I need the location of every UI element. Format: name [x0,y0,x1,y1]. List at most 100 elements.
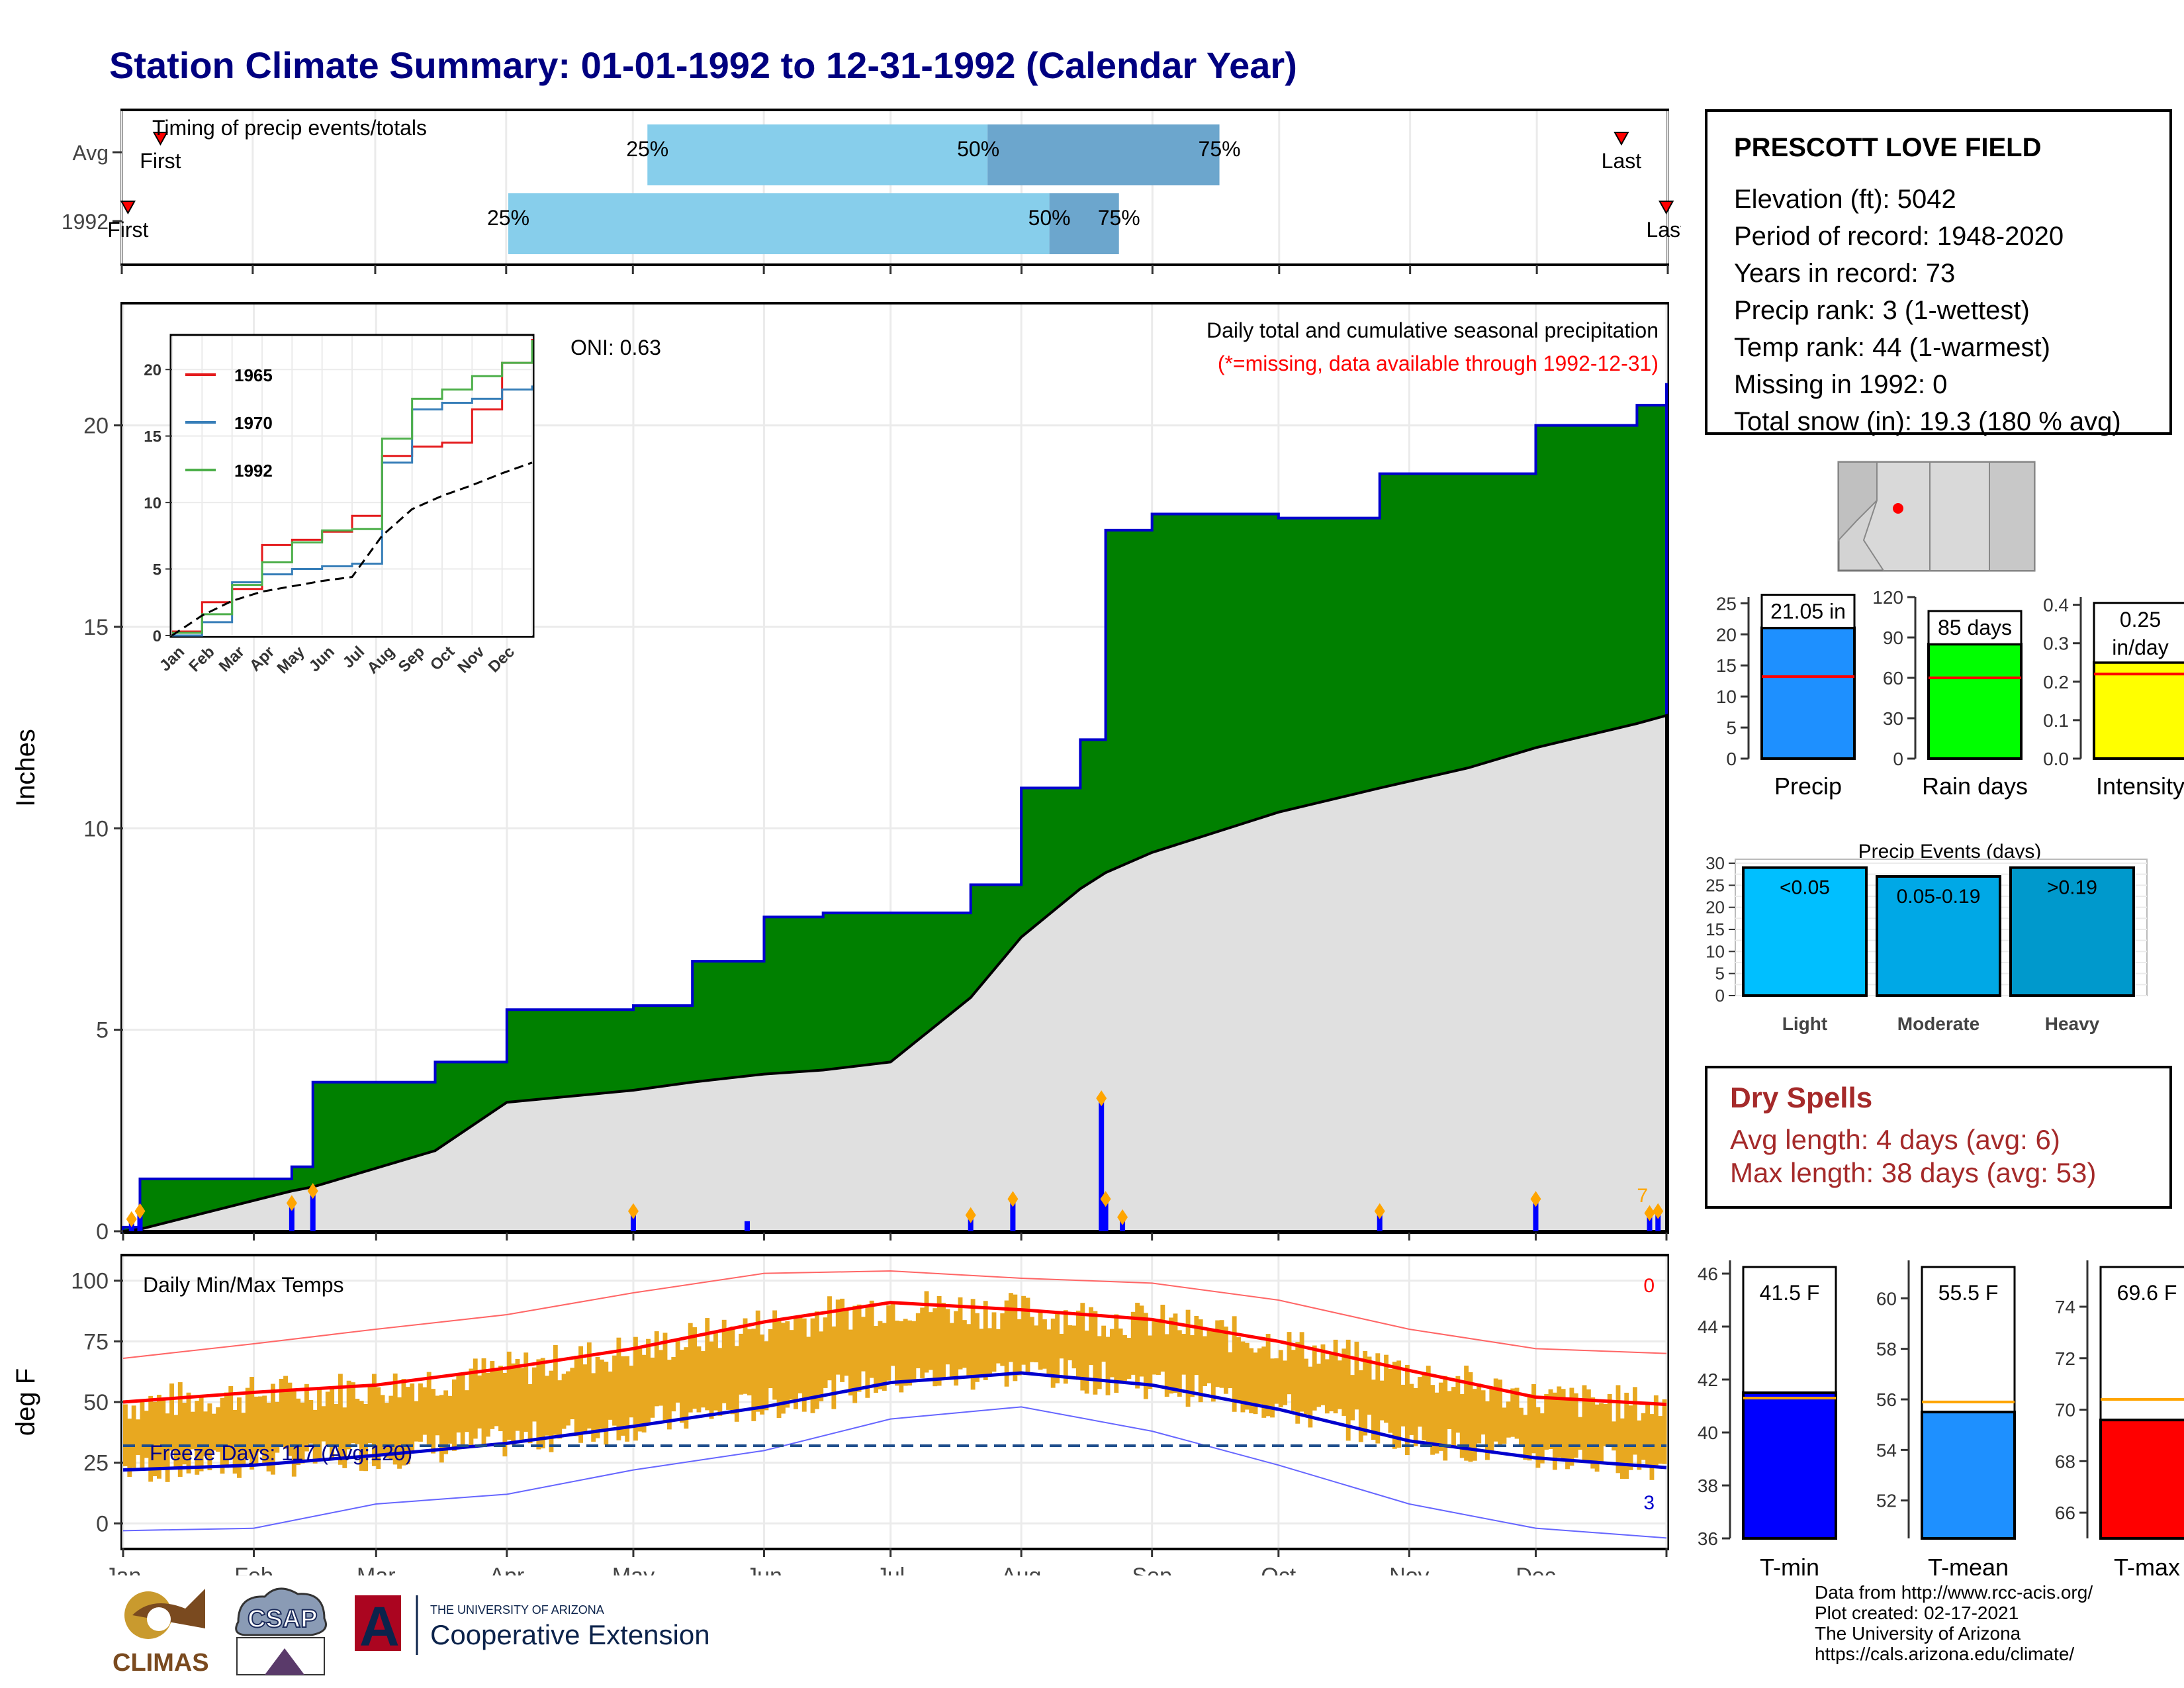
daily-temp-bar [1320,1344,1326,1405]
daily-temp-bar [380,1395,385,1454]
credits: Data from http://www.rcc-acis.org/ Plot … [1815,1582,2093,1664]
daily-temp-bar [283,1376,288,1449]
tbar-ytick-label: 36 [1698,1528,1718,1549]
timing-label-25: 25% [626,137,668,161]
daily-temp-bar [789,1330,794,1400]
temp-summary-bars: 36 38 40 42 44 46 41.5 F T-min 52 54 56 58 60 55.5 F T… [1698,1260,2184,1575]
tbar-value-box [1921,1266,2016,1413]
daily-temp-bar [1013,1294,1018,1382]
temp-xtick-label: Sep [1132,1564,1172,1575]
daily-temp-bar [477,1375,482,1429]
summary-value-box [2093,602,2184,664]
main-ytick-label: 0 [96,1219,109,1244]
daily-temp-bar [397,1397,402,1469]
summary-ytick-label: 5 [1726,718,1737,738]
summary-bars: 0 5 10 15 20 25 21.05 in Precip 0 30 60 90 120 85 day… [1716,587,2184,800]
daily-temp-bar [1068,1325,1073,1360]
tbar-ytick-label: 38 [1698,1476,1718,1496]
daily-temp-bar [1443,1376,1448,1461]
daily-temp-bar [1464,1366,1469,1461]
daily-temp-bar [1514,1387,1520,1439]
daily-temp-bar [1291,1350,1296,1411]
daily-temp-bar [355,1399,360,1444]
events-ytick-label: 0 [1715,986,1725,1006]
daily-temp-bar [1477,1383,1482,1444]
summary-ytick-label: 25 [1716,593,1737,614]
summary-bar-label: Intensity [2096,773,2184,800]
daily-temp-bar [481,1358,486,1447]
timing-label-75: 75% [1199,137,1241,161]
daily-temp-bar [1607,1393,1612,1447]
event-bar-category: Light [1782,1013,1827,1034]
missing-count: 7 [1637,1185,1648,1207]
daily-temp-bar [823,1317,828,1388]
daily-temp-bar [1219,1320,1224,1388]
daily-temp-bar [224,1392,229,1468]
daily-temp-bar [401,1379,406,1466]
daily-temp-bar [852,1305,858,1403]
daily-temp-bar [1662,1399,1667,1464]
daily-temp-bar [473,1358,478,1439]
daily-precip-bar [744,1221,750,1231]
daily-temp-bar [1578,1417,1583,1450]
temp-xtick-label: Dec [1516,1564,1555,1575]
last-event-label: Last [1602,149,1642,173]
daily-temp-bar [1447,1391,1452,1429]
daily-temp-bar [1573,1393,1578,1458]
csap-text: CSAP [248,1605,318,1633]
daily-temp-bar [1173,1313,1178,1393]
temp-xtick-label: Oct [1261,1564,1296,1575]
tbar-t-mean [1921,1411,2016,1540]
summary-bar-label: Rain days [1922,773,2028,800]
daily-temp-bar [532,1367,537,1422]
svg-text:A: A [359,1595,400,1658]
daily-precip-bar [310,1191,316,1231]
event-bar-category: Moderate [1897,1013,1979,1034]
inset-line-1992 [172,340,533,634]
daily-temp-bar [1535,1407,1541,1468]
daily-temp-bar [739,1333,744,1395]
last-event-marker [1658,201,1674,215]
daily-temp-bar [625,1356,630,1442]
heavy-precip-marker [286,1195,297,1211]
daily-temp-bar [865,1304,870,1398]
daily-temp-bar [755,1310,760,1412]
tbar-ytick-label: 44 [1698,1317,1718,1337]
daily-temp-bar [688,1323,693,1413]
daily-temp-bar [123,1404,128,1466]
daily-temp-bar [447,1395,453,1444]
daily-temp-bar [410,1383,415,1454]
daily-temp-bar [1493,1378,1498,1442]
daily-temp-bar [156,1395,161,1479]
daily-temp-bar [819,1331,824,1401]
daily-temp-bar [460,1375,465,1449]
daily-temp-bar [1603,1404,1608,1446]
daily-temp-bar [869,1300,874,1378]
timing-row-1992: 1992 [62,210,109,234]
daily-precip-bar [1655,1211,1661,1231]
station-years: Years in record: 73 [1734,259,1956,288]
summary-value-box [1927,610,2023,645]
climas-logo: CLIMAS [113,1589,209,1677]
daily-temp-bar [443,1390,449,1454]
daily-temp-bar [1557,1386,1562,1458]
daily-temp-bar [949,1323,954,1377]
timing-bar-50-75 [1049,193,1119,254]
summary-ytick-label: 30 [1883,708,1903,729]
daily-temp-bar [1169,1317,1174,1394]
daily-temp-bar [899,1321,904,1393]
event-bar-range: 0.05-0.19 [1897,886,1981,908]
event-bar-category: Heavy [2045,1013,2100,1034]
daily-temp-bar [1338,1360,1342,1409]
daily-temp-bar [1653,1395,1659,1466]
station-snow: Total snow (in): 19.3 (180 % avg) [1734,407,2121,436]
daily-temp-bar [321,1406,326,1442]
daily-temp-bar [654,1331,659,1407]
temp-xtick-label: Aug [1001,1564,1042,1575]
summary-ytick-label: 0 [1893,749,1903,769]
daily-temp-bar [1342,1348,1347,1416]
daily-temp-bar [945,1309,950,1365]
heavy-precip-marker [627,1203,639,1219]
daily-temp-bar [1358,1370,1363,1442]
daily-temp-bar [848,1329,853,1396]
